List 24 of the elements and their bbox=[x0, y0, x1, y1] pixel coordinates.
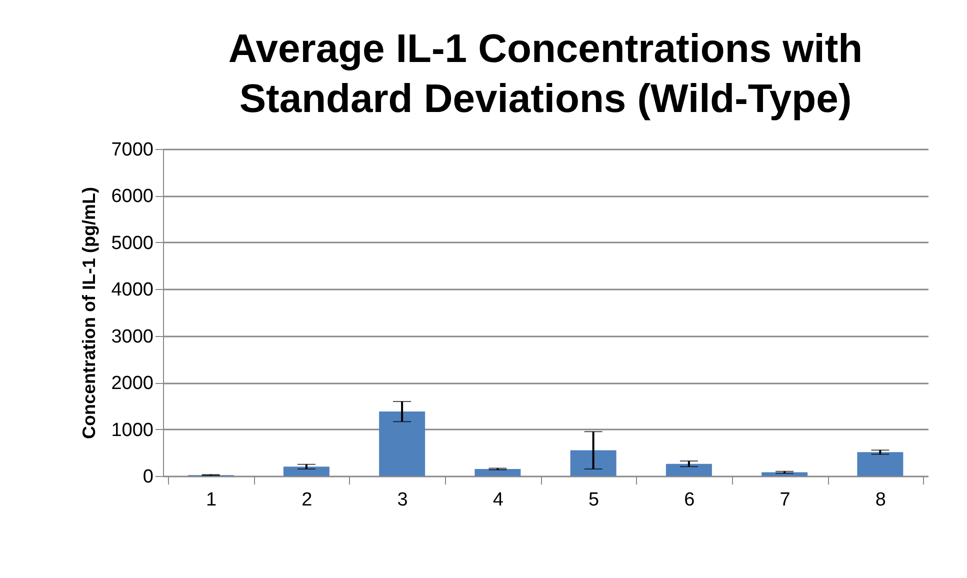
y-tick-label: 5000 bbox=[111, 232, 154, 254]
y-tick-label: 0 bbox=[142, 466, 154, 488]
y-tick-label: 6000 bbox=[111, 186, 154, 208]
y-tick-label: 1000 bbox=[111, 420, 154, 441]
chart-title: Average IL-1 Concentrations with Standard Deviations (Wild-Type) bbox=[228, 27, 863, 121]
bar bbox=[474, 468, 521, 476]
x-tick-label: 1 bbox=[206, 490, 217, 510]
y-tick-label: 2000 bbox=[111, 373, 154, 394]
x-tick-label: 4 bbox=[492, 490, 504, 510]
x-tick-label: 2 bbox=[302, 490, 312, 510]
bar bbox=[379, 412, 426, 476]
y-tick-label: 4000 bbox=[111, 280, 154, 301]
bar bbox=[857, 452, 904, 476]
x-tick-label: 6 bbox=[684, 490, 695, 510]
y-tick-label: 3000 bbox=[111, 326, 154, 348]
bar bbox=[666, 464, 712, 476]
bar bbox=[283, 466, 330, 476]
x-tick-label: 8 bbox=[875, 490, 886, 510]
y-tick-label: 7000 bbox=[111, 140, 154, 160]
bar bbox=[570, 450, 616, 476]
x-tick-label: 7 bbox=[780, 490, 790, 510]
y-axis-title: Concentration of IL-1 (pg/mL) bbox=[79, 187, 100, 439]
x-tick-label: 3 bbox=[397, 490, 408, 510]
x-tick-label: 5 bbox=[588, 490, 600, 510]
